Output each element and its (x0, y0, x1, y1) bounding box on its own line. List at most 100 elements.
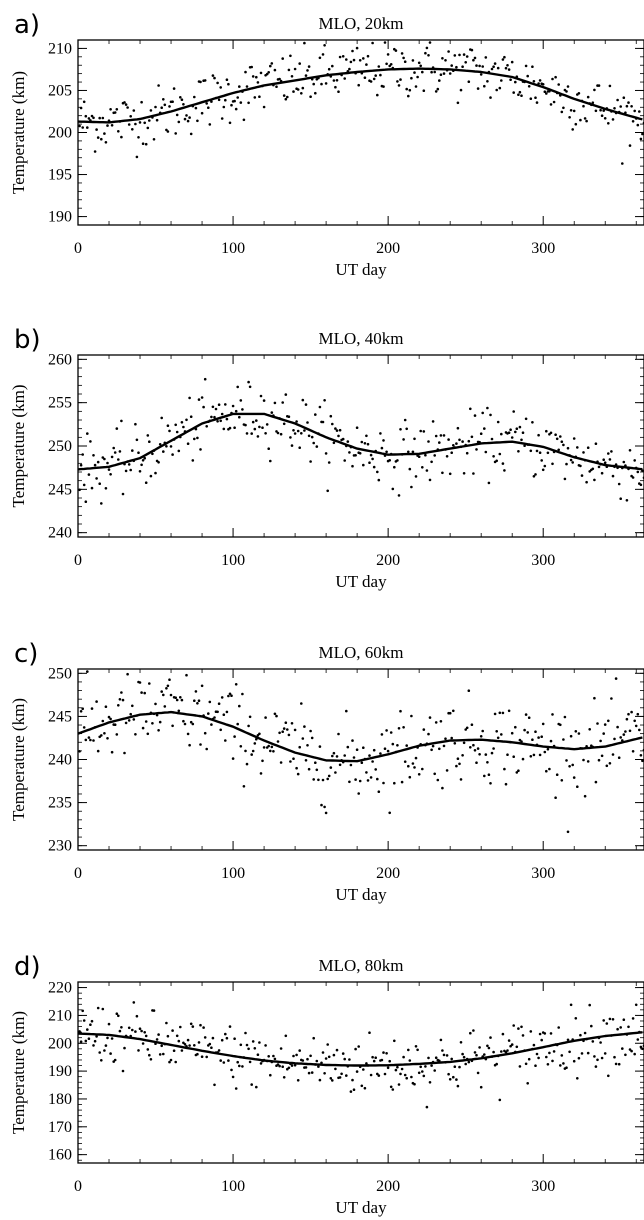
data-point (377, 478, 381, 482)
data-point (323, 805, 326, 809)
data-point (428, 716, 432, 719)
data-point (616, 725, 619, 729)
data-point (475, 761, 478, 764)
data-point (608, 84, 612, 88)
data-point (543, 464, 547, 468)
data-point (189, 720, 193, 724)
data-point (306, 1057, 309, 1061)
data-point (118, 450, 122, 453)
data-point (389, 63, 393, 66)
data-point (86, 432, 89, 435)
data-point (90, 1019, 94, 1023)
data-point (448, 72, 452, 75)
data-point (441, 471, 444, 475)
data-point (552, 1050, 556, 1053)
data-point (96, 749, 100, 753)
data-point (219, 419, 222, 423)
data-point (182, 719, 185, 723)
data-point (244, 423, 247, 427)
data-point (529, 97, 533, 100)
data-point (262, 399, 266, 402)
data-point (227, 82, 230, 86)
data-point (377, 1074, 381, 1077)
data-point (236, 722, 239, 726)
data-point (90, 707, 94, 710)
data-point (104, 487, 108, 490)
data-point (307, 434, 311, 438)
data-point (244, 1031, 247, 1035)
data-point (155, 1038, 159, 1041)
data-point (380, 1058, 384, 1062)
data-point (220, 412, 224, 416)
data-point (641, 1047, 644, 1051)
data-point (261, 426, 264, 430)
data-point (371, 1055, 374, 1059)
x-tick-label: 100 (221, 865, 245, 882)
data-point (124, 469, 128, 473)
data-point (458, 53, 461, 57)
x-axis-label: UT day (335, 885, 387, 904)
data-point (210, 100, 213, 103)
data-point (101, 1007, 105, 1011)
data-point (445, 1054, 449, 1057)
data-point (473, 749, 477, 752)
data-point (562, 443, 565, 447)
data-point (337, 434, 340, 438)
data-point (261, 759, 264, 763)
data-point (227, 694, 230, 698)
data-point (106, 1036, 109, 1040)
data-point (634, 724, 638, 728)
data-point (360, 440, 364, 444)
data-point (399, 428, 402, 431)
data-point (287, 1066, 291, 1070)
data-point (524, 64, 528, 68)
data-point (349, 763, 353, 767)
data-point (213, 415, 216, 419)
x-tick-label: 100 (221, 240, 245, 257)
data-point (529, 1030, 533, 1033)
data-point (634, 1003, 638, 1007)
data-point (417, 455, 421, 459)
data-point (495, 1062, 499, 1066)
data-point (549, 1032, 553, 1035)
data-point (346, 440, 350, 443)
data-point (152, 1009, 156, 1012)
data-point (100, 734, 103, 737)
data-point (538, 451, 542, 455)
data-point (318, 56, 322, 60)
data-point (84, 114, 88, 118)
data-point (292, 1054, 295, 1058)
data-point (264, 432, 267, 435)
data-point (495, 459, 499, 463)
data-point (574, 122, 578, 126)
data-point (340, 1072, 343, 1076)
data-point (377, 65, 381, 68)
data-point (196, 436, 199, 440)
data-point (479, 735, 483, 738)
data-point (121, 698, 125, 702)
data-point (407, 764, 410, 768)
data-point (310, 1071, 314, 1074)
data-point (512, 91, 515, 94)
y-tick-label: 195 (48, 167, 72, 184)
data-point (532, 1043, 536, 1047)
data-point (236, 96, 239, 99)
data-point (131, 1028, 134, 1032)
data-point (193, 437, 196, 441)
data-point (582, 758, 585, 762)
data-point (141, 142, 145, 145)
data-point (548, 1051, 551, 1055)
data-point (320, 82, 323, 86)
data-point (520, 94, 523, 97)
data-point (265, 423, 269, 426)
data-point (258, 732, 261, 736)
data-point (538, 753, 542, 757)
data-point (448, 1078, 452, 1081)
data-point (148, 440, 151, 444)
panel-label: d) (14, 952, 41, 982)
data-point (639, 483, 643, 487)
data-point (419, 429, 423, 433)
data-point (327, 1055, 331, 1059)
data-point (289, 760, 292, 763)
x-tick-label: 0 (74, 240, 82, 257)
